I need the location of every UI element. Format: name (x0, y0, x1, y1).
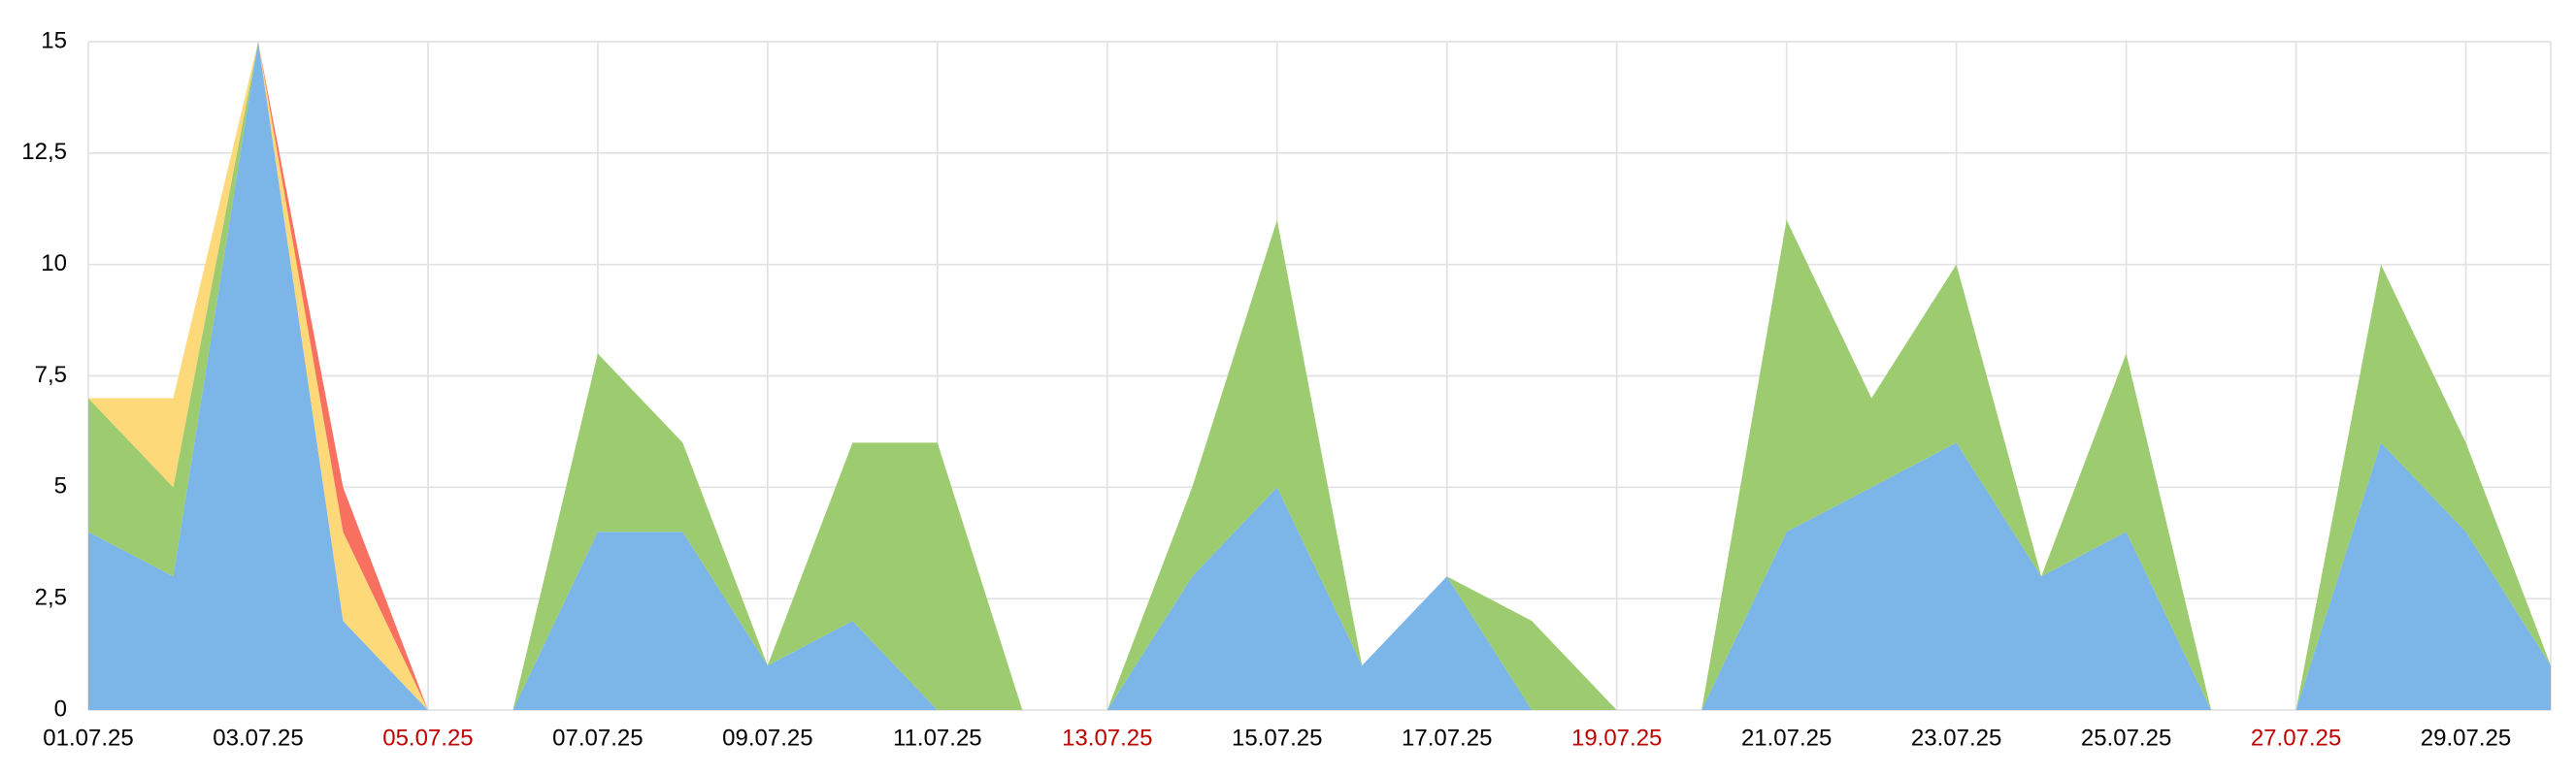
y-tick-label: 5 (54, 473, 67, 500)
x-tick-label: 01.07.25 (43, 725, 133, 751)
x-tick-label: 09.07.25 (722, 725, 812, 751)
y-tick-label: 10 (41, 250, 67, 276)
x-tick-label: 15.07.25 (1232, 725, 1322, 751)
x-tick-label: 03.07.25 (213, 725, 303, 751)
area (88, 42, 2551, 710)
x-tick-label: 25.07.25 (2081, 725, 2171, 751)
x-tick-label: 29.07.25 (2421, 725, 2511, 751)
y-tick-label: 15 (41, 27, 67, 53)
x-tick-label: 17.07.25 (1402, 725, 1492, 751)
x-tick-label: 21.07.25 (1741, 725, 1832, 751)
y-tick-label: 2,5 (35, 585, 67, 611)
x-tick-label: 05.07.25 (382, 725, 473, 751)
x-tick-label: 27.07.25 (2251, 725, 2341, 751)
area (88, 42, 2551, 710)
y-tick-label: 12,5 (21, 139, 67, 165)
x-tick-label: 11.07.25 (893, 725, 982, 751)
x-tick-label: 19.07.25 (1571, 725, 1662, 751)
y-tick-label: 0 (54, 695, 67, 722)
x-tick-label: 13.07.25 (1062, 725, 1152, 751)
x-tick-label: 23.07.25 (1911, 725, 2001, 751)
x-tick-label: 07.07.25 (552, 725, 643, 751)
y-tick-label: 7,5 (35, 362, 67, 388)
